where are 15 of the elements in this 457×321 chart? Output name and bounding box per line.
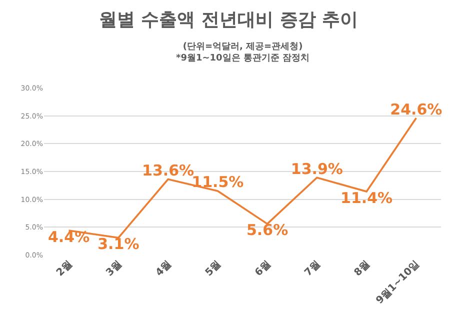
x-tick-label: 5월 xyxy=(204,258,224,279)
data-label: 13.9% xyxy=(290,160,343,178)
data-label: 13.6% xyxy=(142,162,194,180)
data-label: 24.6% xyxy=(390,100,442,118)
x-tick-label: 7월 xyxy=(302,258,323,279)
data-label: 11.4% xyxy=(340,188,393,207)
data-label: 5.6% xyxy=(246,221,288,240)
chart-subtitle: (단위=억달러, 제공=관세청) *9월1~10일은 통관기준 잠정치 xyxy=(176,42,310,64)
data-label: 3.1% xyxy=(98,234,140,253)
x-tick-label: 4월 xyxy=(154,258,174,279)
x-tick-label: 2월 xyxy=(54,258,74,279)
x-tick-label: 3월 xyxy=(104,258,124,279)
chart-title: 월별 수출액 전년대비 증감 추이 xyxy=(98,9,358,30)
x-tick-label: 8월 xyxy=(352,258,372,279)
x-tick-label: 6월 xyxy=(253,258,273,279)
